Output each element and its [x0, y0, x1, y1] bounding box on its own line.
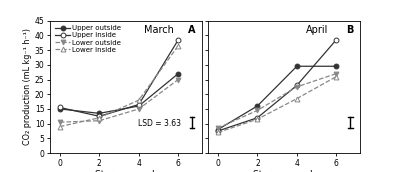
Legend: Upper outside, Upper inside, Lower outside, Lower inside: Upper outside, Upper inside, Lower outsi…	[54, 24, 123, 54]
Text: A: A	[188, 25, 196, 35]
Text: LSD = 3.63: LSD = 3.63	[138, 119, 181, 128]
Y-axis label: CO₂ production (mL kg⁻¹ h⁻¹): CO₂ production (mL kg⁻¹ h⁻¹)	[23, 28, 32, 145]
X-axis label: Storage week: Storage week	[253, 170, 315, 172]
X-axis label: Storage week: Storage week	[95, 170, 157, 172]
Text: March: March	[144, 25, 174, 35]
Text: B: B	[346, 25, 354, 35]
Text: April: April	[306, 25, 329, 35]
